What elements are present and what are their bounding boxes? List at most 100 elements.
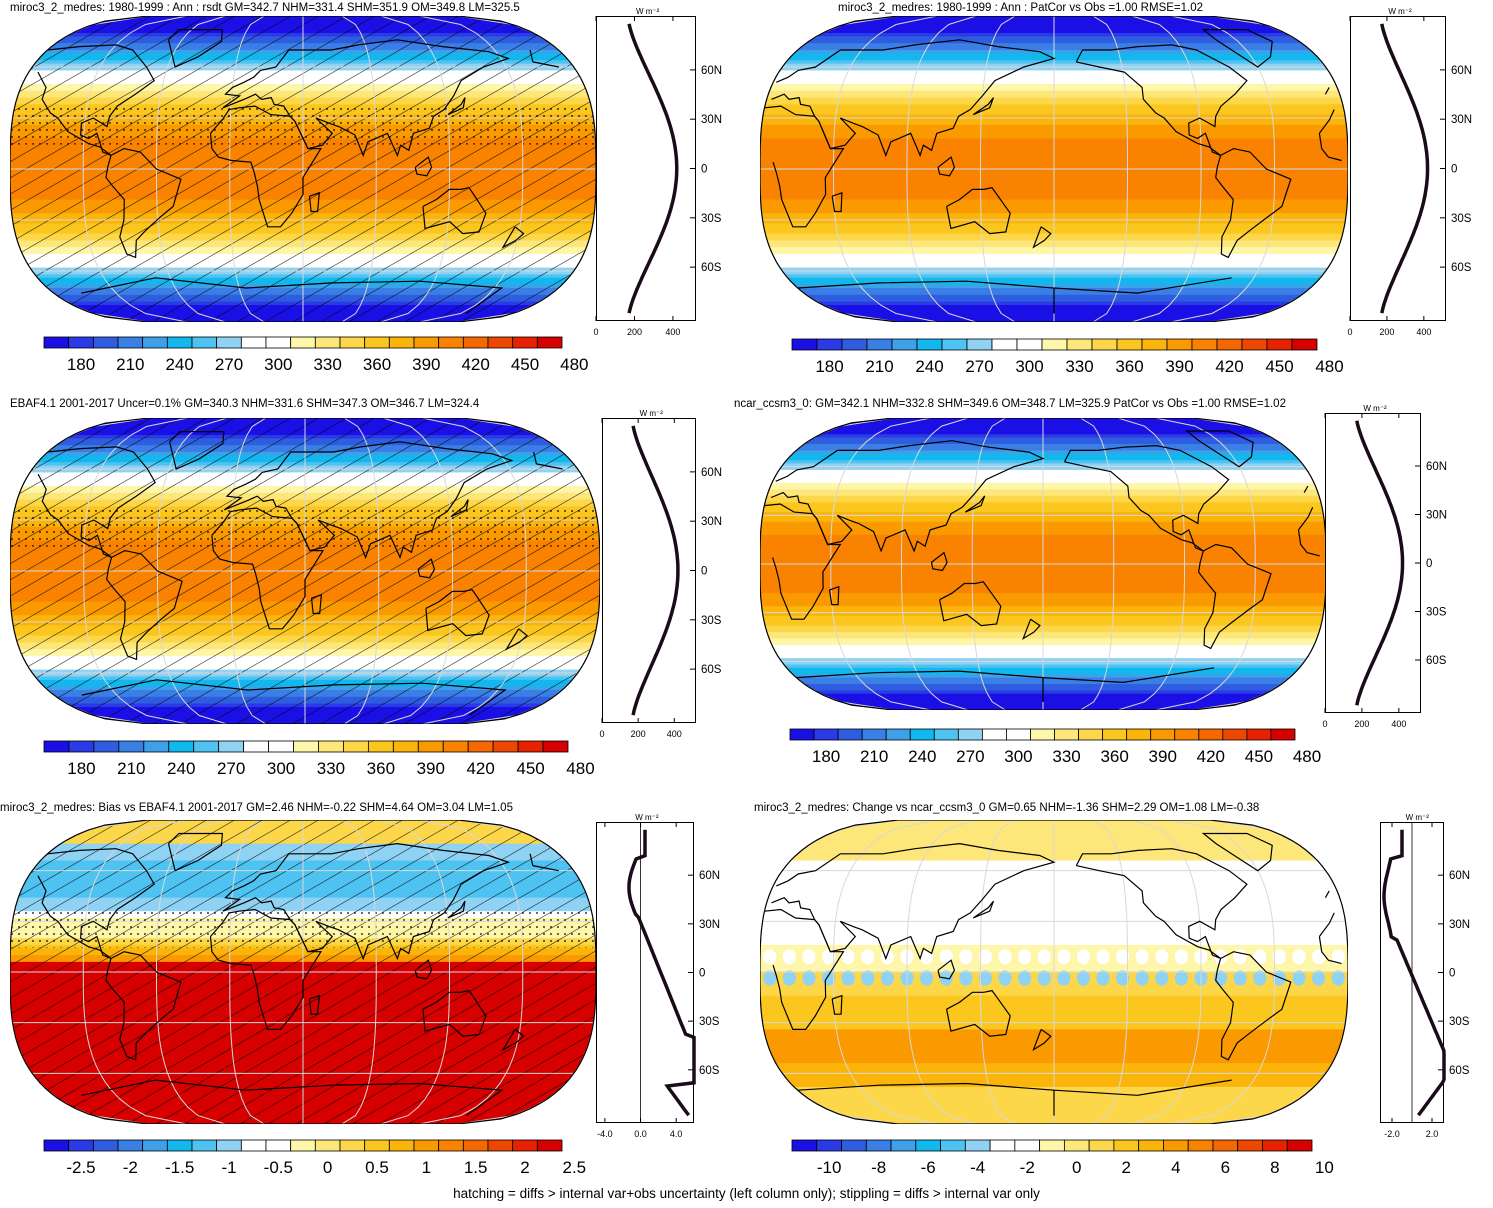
colorbar-label: 4: [1171, 1158, 1180, 1177]
map-field: [10, 820, 596, 1124]
coastlines: [764, 832, 1342, 1116]
lat-tick-label: 30S: [1449, 1016, 1470, 1028]
graticule: [760, 820, 1348, 1124]
zonal-mean-plot: 60N 30N 0 30S 60S 0 200 400 W m⁻²: [1322, 404, 1447, 729]
colorbar-box: [268, 740, 294, 753]
colorbar-box: [143, 740, 170, 753]
colorbar-label: 0: [323, 1158, 332, 1177]
panel-title: miroc3_2_medres: Bias vs EBAF4.1 2001-20…: [0, 802, 513, 814]
colorbar-label: 270: [956, 747, 984, 766]
map-svg: [9, 819, 597, 1125]
panel-title: miroc3_2_medres: Change vs ncar_ccsm3_0 …: [754, 802, 1260, 814]
colorbar-box: [388, 336, 415, 349]
colorbar-box: [290, 336, 316, 349]
colorbar-label: 0.5: [365, 1158, 389, 1177]
zonal-x-tick-label: 4.0: [670, 1129, 683, 1139]
colorbar-box: [915, 1139, 941, 1152]
colorbar-box: [413, 1139, 440, 1152]
colorbar-box: [92, 1139, 119, 1152]
colorbar-label: 2: [520, 1158, 529, 1177]
colorbar-box: [467, 740, 494, 753]
colorbar-box: [118, 740, 145, 753]
zonal-x-tick-label: 400: [1416, 327, 1431, 337]
colorbar-label: -1.5: [165, 1158, 194, 1177]
lat-tick-label: 30N: [699, 919, 720, 931]
colorbar-box: [93, 740, 120, 753]
colorbar-box: [841, 338, 868, 351]
zonal-frame: [596, 16, 696, 321]
colorbar-box: [193, 740, 220, 753]
colorbar-box: [1286, 1139, 1313, 1152]
colorbar-label: 420: [1215, 357, 1243, 376]
colorbar-label: 180: [815, 357, 843, 376]
panel-title: EBAF4.1 2001-2017 Uncer=0.1% GM=340.3 NH…: [10, 398, 480, 410]
colorbar-box: [318, 740, 344, 753]
colorbar: -2.5 -2 -1.5 -1 -0.5 0 0.5 1 1.5 2 2.5: [43, 1139, 586, 1177]
lat-tick-label: 0: [1451, 164, 1457, 176]
zonal-x-tick-label: 0: [599, 729, 604, 739]
colorbar-box: [367, 740, 394, 753]
colorbar-label: 420: [461, 355, 489, 374]
zonal-mean-plot: 60N 30N 0 30S 60S -4.0 0.0 4.0 W m⁻²: [596, 813, 720, 1139]
colorbar-label: 360: [1115, 357, 1143, 376]
colorbar-box: [791, 338, 818, 351]
colorbar-box: [68, 336, 94, 349]
colorbar-box: [413, 336, 440, 349]
zonal-x-tick-label: 200: [1379, 327, 1394, 337]
colorbar-label: 6: [1221, 1158, 1230, 1177]
map-model: [9, 15, 597, 327]
map-svg: [9, 417, 601, 725]
colorbar-box: [243, 740, 269, 753]
colorbar-label: 2: [1122, 1158, 1131, 1177]
colorbar-label: 270: [217, 759, 245, 778]
colorbar-box: [816, 338, 843, 351]
zonal-x-tick-label: 400: [665, 327, 680, 337]
colorbar-reference-model: 180 210 240 270 300 330 360 390 420 450 480: [789, 728, 1321, 775]
colorbar-box: [290, 1139, 316, 1152]
colorbar-obs: 180 210 240 270 300 330 360 390 420 450 480: [43, 740, 595, 787]
colorbar-label: 240: [915, 357, 943, 376]
colorbar-box: [142, 1139, 168, 1152]
zonal-mean-curve: [1380, 23, 1430, 314]
colorbar-label: 480: [1293, 747, 1321, 766]
colorbar-box: [909, 728, 935, 741]
colorbar-label: 390: [412, 355, 440, 374]
colorbar-label: 1.5: [464, 1158, 488, 1177]
colorbar-box: [1174, 728, 1200, 741]
zonal-frame: [1325, 413, 1421, 713]
colorbar-box: [68, 740, 95, 753]
colorbar-label: -8: [871, 1158, 886, 1177]
colorbar-box: [1270, 728, 1296, 741]
colorbar-box: [265, 1139, 292, 1152]
lat-tick-label: 0: [699, 968, 705, 980]
colorbar-box: [837, 728, 863, 741]
zonal-units: W m⁻²: [636, 7, 660, 16]
colorbar-box: [92, 336, 119, 349]
colorbar-box: [1141, 338, 1168, 351]
colorbar-box: [492, 740, 519, 753]
lat-tick-label: 60S: [701, 262, 722, 274]
lat-tick-label: 0: [701, 566, 707, 578]
lat-tick-label: 30N: [701, 114, 722, 126]
colorbar-label: 480: [566, 759, 594, 778]
lat-tick-label: 60S: [701, 664, 722, 676]
colorbar-label: 330: [1052, 747, 1080, 766]
colorbar-box: [1216, 338, 1243, 351]
zonal-x-tick-label: 400: [667, 729, 682, 739]
colorbar-label: 360: [1100, 747, 1128, 766]
coastlines: [37, 29, 559, 314]
colorbar-box: [791, 1139, 818, 1152]
zonal-mean-bias: 60N 30N 0 30S 60S -4.0 0.0 4.0 W m⁻²: [596, 813, 754, 1158]
zonal-units: W m⁻²: [640, 409, 664, 418]
zonal-mean-plot: 60N 30N 0 30S 60S 0 200 400 W m⁻²: [1347, 7, 1472, 337]
zonal-frame: [1350, 16, 1446, 321]
figure-footnote: hatching = diffs > internal var+obs unce…: [453, 1186, 1040, 1201]
zonal-mean-curve: [1355, 420, 1405, 706]
colorbar-box: [392, 740, 419, 753]
colorbar-box: [1016, 338, 1043, 351]
colorbar-box: [1246, 728, 1272, 741]
lat-tick-label: 0: [701, 164, 707, 176]
colorbar-label: 390: [1149, 747, 1177, 766]
colorbar-box: [1116, 338, 1143, 351]
colorbar-box: [933, 728, 959, 741]
